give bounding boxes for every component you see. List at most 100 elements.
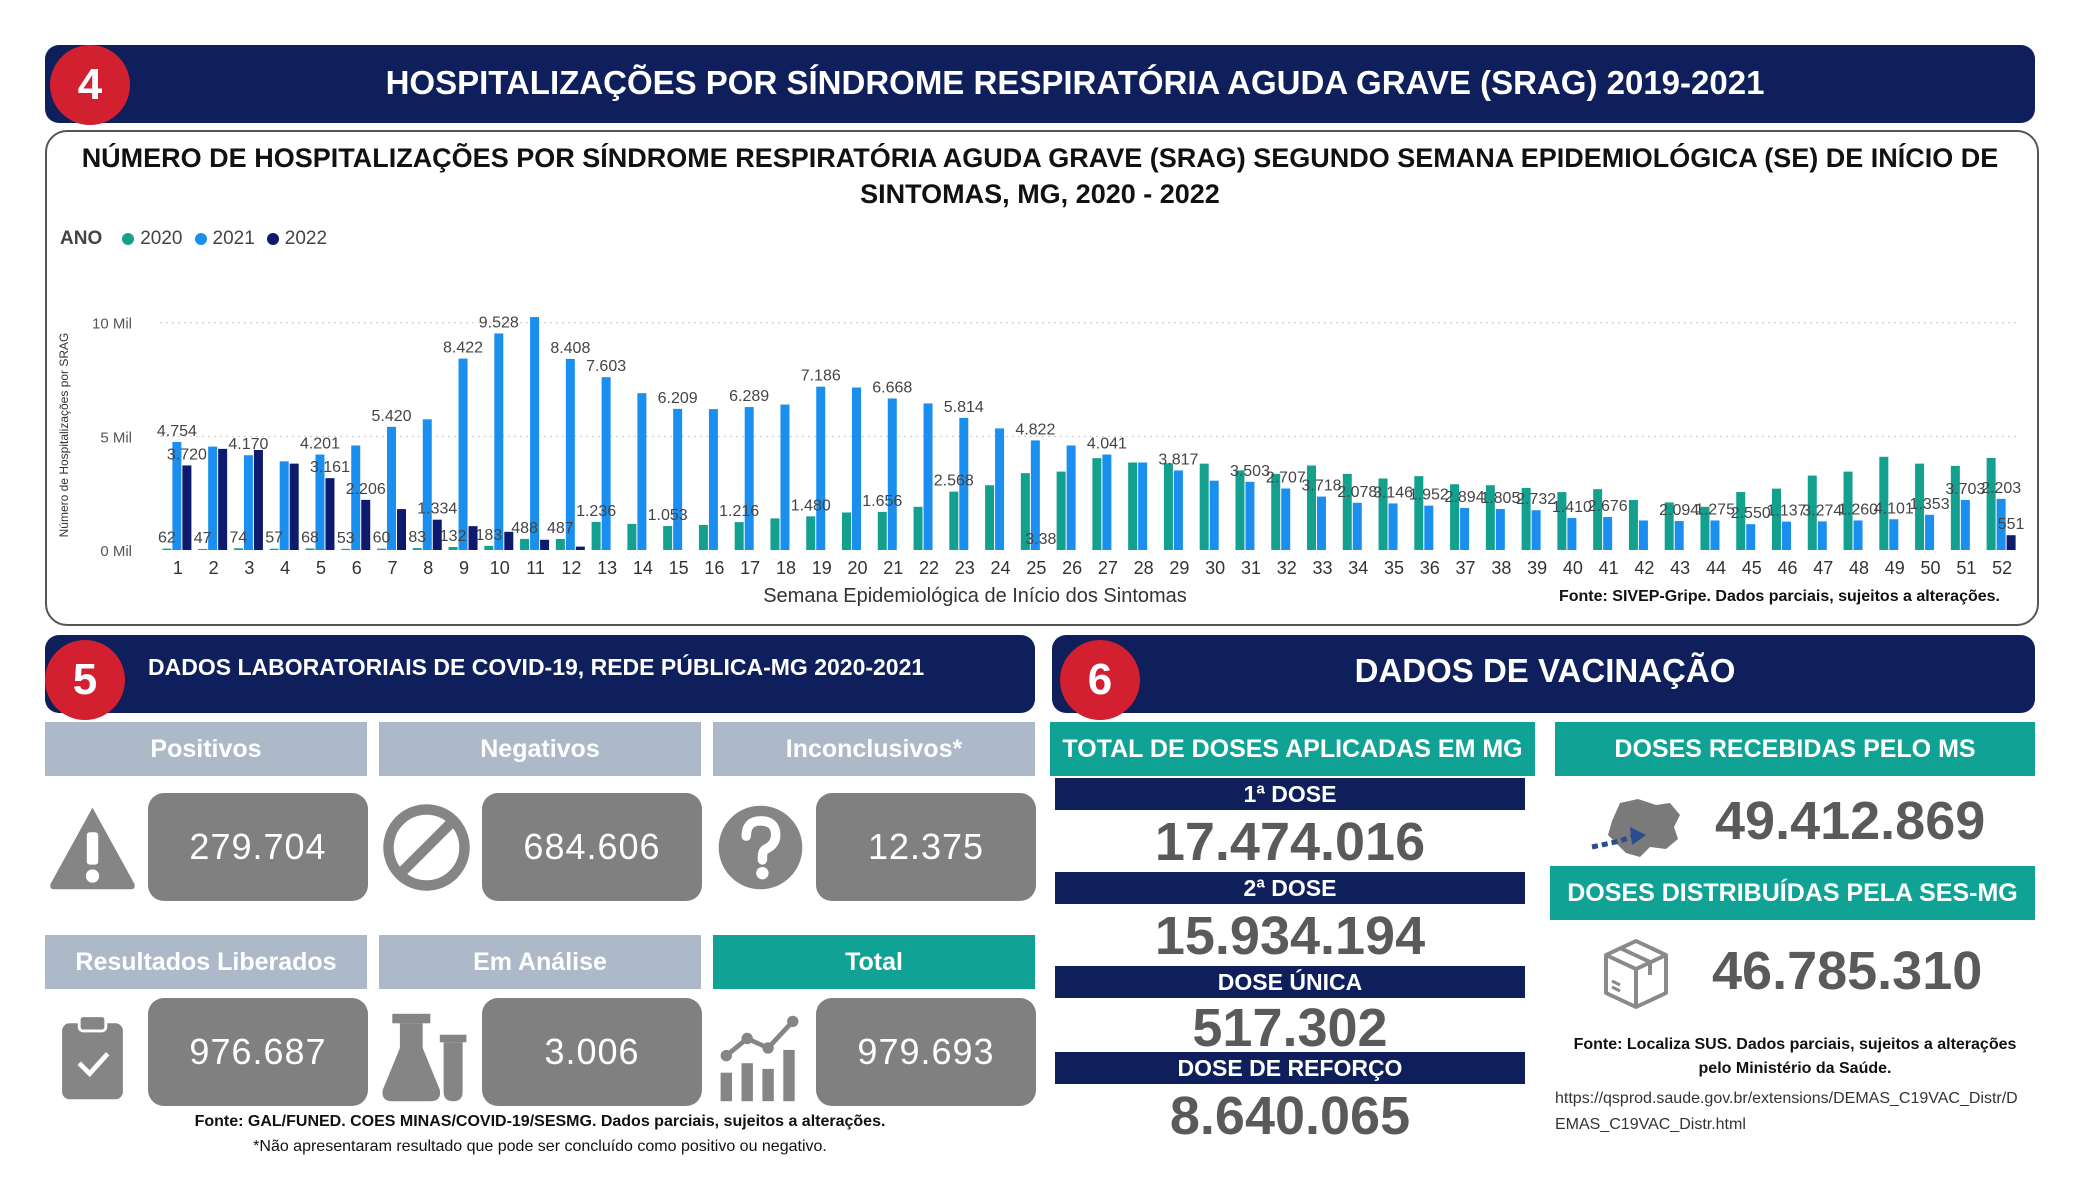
distributed-doses-value: 46.785.310 <box>1712 941 1983 1001</box>
bar-2022-week-52 <box>2006 535 2016 550</box>
vaccination-source-line1: Fonte: Localiza SUS. Dados parciais, suj… <box>1573 1036 2017 1053</box>
bar-2020-week-46 <box>1772 488 1781 550</box>
lab-value-inconclusivos: 12.375 <box>816 793 1036 901</box>
bar-2021-week-51 <box>1960 499 1970 550</box>
bar-2021-week-52 <box>1996 498 2006 550</box>
x-tick-label: 13 <box>597 558 617 578</box>
bar-2020-week-34 <box>1342 473 1352 550</box>
bar-2020-week-25 <box>1020 473 1030 550</box>
bar-2021-week-22 <box>923 403 933 550</box>
bar-2021-week-2 <box>208 446 218 550</box>
x-tick-label: 48 <box>1849 558 1869 578</box>
bar-2022-week-11 <box>540 539 550 550</box>
data-label-2020-week-17: 1.216 <box>719 503 759 520</box>
bar-2021-week-30 <box>1209 480 1219 550</box>
bar-2022-week-3 <box>253 450 263 550</box>
data-label-2020-week-2: 47 <box>194 530 212 547</box>
data-label-2020-week-7: 60 <box>373 530 391 547</box>
lab-value-liberados: 976.687 <box>148 998 368 1106</box>
bar-2022-week-2 <box>218 448 228 550</box>
bar-2021-week-4 <box>279 461 289 550</box>
data-label-2020-week-21: 1.656 <box>862 493 902 510</box>
lab-value-total: 979.693 <box>816 998 1036 1106</box>
y-axis-title: Número de Hospitalizações por SRAG <box>57 333 71 538</box>
data-label-2021-week-51: 3.703 <box>1945 481 1985 498</box>
section4-banner <box>45 45 2035 123</box>
x-tick-label: 5 <box>316 558 326 578</box>
data-label-2021-week-46: 1.137 <box>1766 503 1806 520</box>
x-tick-label: 25 <box>1026 558 1046 578</box>
data-label-2021-week-33: 3.718 <box>1301 478 1341 495</box>
data-label-2021-week-19: 7.186 <box>801 368 841 385</box>
bar-2021-week-47 <box>1817 521 1827 550</box>
bar-2021-week-39 <box>1531 510 1541 550</box>
data-label-2020-week-13: 1.236 <box>576 503 616 520</box>
bar-2020-week-31 <box>1235 470 1245 550</box>
bar-2020-week-33 <box>1307 465 1316 550</box>
vaccination-url-line2[interactable]: EMAS_C19VAC_Distr.html <box>1555 1116 1746 1133</box>
bar-2020-week-4 <box>269 548 279 550</box>
x-tick-label: 45 <box>1742 558 1762 578</box>
y-tick-label: 5 Mil <box>100 429 132 446</box>
data-label-2021-week-48: 1.260 <box>1838 501 1878 518</box>
bar-2020-week-13 <box>591 521 601 550</box>
data-label-2021-week-35: 3.146 <box>1373 484 1413 501</box>
x-tick-label: 29 <box>1169 558 1189 578</box>
section6-title: DADOS DE VACINAÇÃO <box>1354 652 1736 689</box>
x-tick-label: 43 <box>1670 558 1690 578</box>
bar-2020-week-48 <box>1843 471 1853 550</box>
x-tick-label: 17 <box>740 558 760 578</box>
x-tick-label: 36 <box>1420 558 1440 578</box>
legend-label-2021: 2021 <box>212 228 255 249</box>
data-label-2021-week-12: 8.408 <box>550 340 590 357</box>
bar-2020-week-9 <box>448 547 458 550</box>
section5-title: DADOS LABORATORIAIS DE COVID-19, REDE PÚ… <box>148 654 925 680</box>
x-tick-label: 37 <box>1456 558 1476 578</box>
lab-source: Fonte: GAL/FUNED. COES MINAS/COVID-19/SE… <box>194 1113 886 1130</box>
bar-2021-week-35 <box>1388 503 1398 550</box>
x-tick-label: 42 <box>1634 558 1654 578</box>
x-tick-label: 14 <box>633 558 653 578</box>
legend-label-2022: 2022 <box>284 228 328 249</box>
data-label-2021-week-34: 2.078 <box>1337 484 1377 501</box>
data-label-2021-week-29: 3.817 <box>1158 451 1198 468</box>
bar-2020-week-16 <box>698 525 708 550</box>
data-label-2020-week-4: 57 <box>265 530 283 547</box>
chart-source: Fonte: SIVEP-Gripe. Dados parciais, suje… <box>1558 588 2000 605</box>
data-label-2021-week-27: 4.041 <box>1087 436 1127 453</box>
data-label-2021-week-21: 6.668 <box>872 379 912 396</box>
data-label-2021-week-15: 6.209 <box>658 390 698 407</box>
bar-2020-week-52 <box>1986 457 1996 550</box>
bar-2022-week-8 <box>432 519 442 550</box>
dose-value-single: 517.302 <box>1192 998 1388 1058</box>
lab-header-total: Total <box>713 935 1035 989</box>
bar-2021-week-32 <box>1281 488 1291 550</box>
bar-2020-week-36 <box>1414 476 1424 550</box>
x-tick-label: 22 <box>919 558 939 578</box>
chart-title-line1: NÚMERO DE HOSPITALIZAÇÕES POR SÍNDROME R… <box>81 143 1999 173</box>
data-label-2020-week-12: 487 <box>547 520 574 537</box>
data-label-2021-week-5: 4.201 <box>300 436 340 453</box>
bar-2022-week-7 <box>397 509 406 550</box>
vaccination-url-line1[interactable]: https://qsprod.saude.gov.br/extensions/D… <box>1555 1090 2018 1107</box>
x-axis-title: Semana Epidemiológica de Início dos Sint… <box>763 585 1187 607</box>
lab-value-em-analise: 3.006 <box>482 998 702 1106</box>
legend-swatch-2021 <box>194 233 207 245</box>
x-tick-label: 46 <box>1777 558 1797 578</box>
x-tick-label: 12 <box>561 558 581 578</box>
data-label-2020-week-5: 68 <box>301 529 319 546</box>
bar-2020-week-22 <box>913 506 923 550</box>
data-label-2021-week-25: 4.822 <box>1015 421 1055 438</box>
data-label-2021-week-1: 4.754 <box>157 423 197 440</box>
x-tick-label: 47 <box>1813 558 1833 578</box>
data-label-2021-week-3: 4.170 <box>228 436 268 453</box>
bar-2021-week-6 <box>351 445 361 550</box>
x-tick-label: 33 <box>1312 558 1332 578</box>
data-label-2021-week-47: 3.274 <box>1802 502 1842 519</box>
data-label-2020-week-19: 1.480 <box>791 497 831 514</box>
bar-2020-week-21 <box>877 511 887 550</box>
bar-2020-week-27 <box>1092 458 1102 550</box>
bar-2021-week-49 <box>1889 519 1899 550</box>
section6-banner <box>1052 635 2035 713</box>
bar-2020-week-51 <box>1950 465 1960 550</box>
